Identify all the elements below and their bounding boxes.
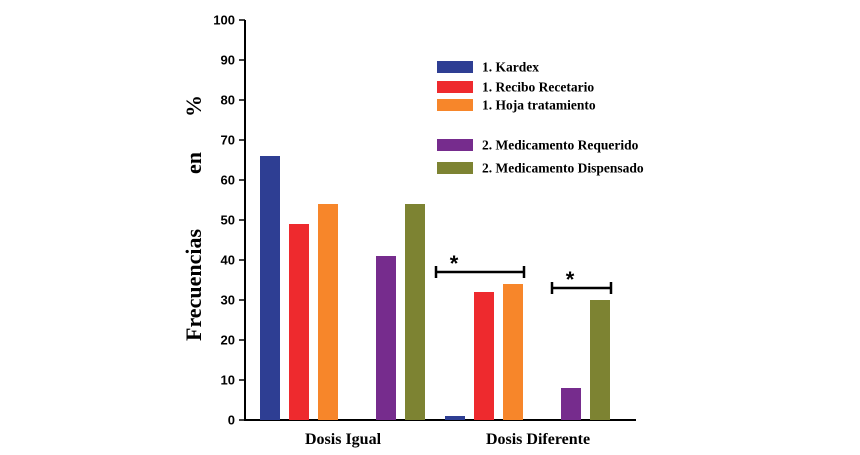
bars — [260, 156, 610, 420]
legend-swatch — [437, 139, 473, 151]
bar — [289, 224, 309, 420]
bar — [376, 256, 396, 420]
y-tick-label: 10 — [221, 373, 235, 388]
x-category-label: Dosis Diferente — [486, 431, 590, 448]
bar — [503, 284, 523, 420]
bar — [561, 388, 581, 420]
y-tick-label: 40 — [221, 253, 235, 268]
legend-label: 1. Recibo Recetario — [482, 80, 594, 95]
bar — [590, 300, 610, 420]
x-category-label: Dosis Igual — [305, 431, 382, 448]
y-tick-label: 80 — [221, 93, 235, 108]
legend-swatch — [437, 162, 473, 174]
y-tick-label: 50 — [221, 213, 235, 228]
legend: 1. Kardex 1. Recibo Recetario 1. Hoja trat… — [437, 60, 644, 176]
significance-star: * — [450, 251, 459, 276]
y-tick-label: 20 — [221, 333, 235, 348]
y-axis-label-part: en — [181, 152, 206, 174]
legend-label: 1. Hoja tratamiento — [482, 98, 596, 113]
legend-swatch — [437, 99, 473, 111]
y-tick-label: 0 — [228, 413, 235, 428]
bar — [260, 156, 280, 420]
y-axis-label-part: % — [181, 95, 206, 117]
legend-swatch — [437, 61, 473, 73]
legend-label: 2. Medicamento Requerido — [482, 138, 639, 153]
annotations: ** — [434, 251, 613, 294]
y-tick-label: 30 — [221, 293, 235, 308]
y-tick-label: 70 — [221, 133, 235, 148]
bar — [318, 204, 338, 420]
y-ticks: 0 10 20 30 40 50 60 70 80 90 100 — [213, 13, 245, 428]
legend-label: 2. Medicamento Dispensado — [482, 161, 644, 176]
x-category-labels: Dosis Igual Dosis Diferente — [305, 431, 590, 448]
significance-star: * — [566, 267, 575, 292]
y-tick-label: 100 — [213, 13, 235, 28]
legend-label: 1. Kardex — [482, 60, 539, 75]
y-tick-label: 60 — [221, 173, 235, 188]
bar — [405, 204, 425, 420]
bar — [445, 416, 465, 420]
legend-swatch — [437, 81, 473, 93]
y-axis-label-part: Frecuencias — [181, 229, 206, 341]
y-tick-label: 90 — [221, 53, 235, 68]
bar — [474, 292, 494, 420]
